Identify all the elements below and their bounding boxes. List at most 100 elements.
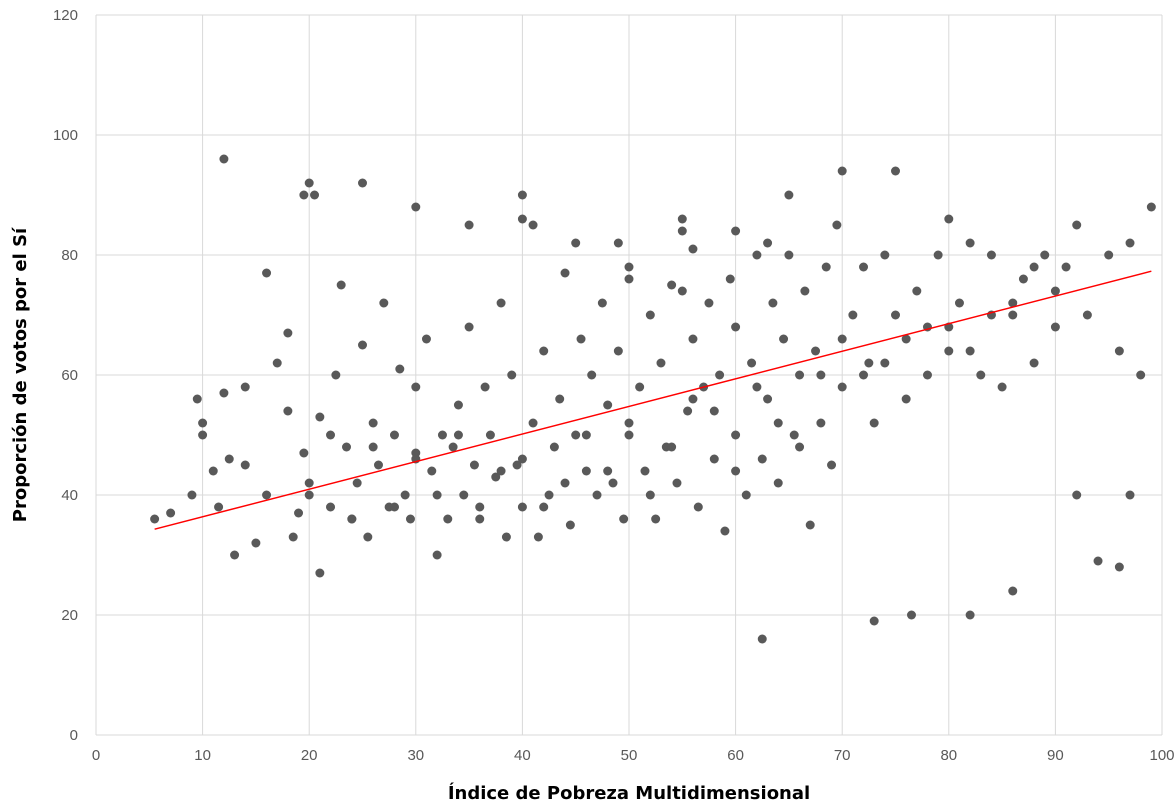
data-points: [150, 154, 1156, 644]
data-point: [816, 418, 826, 428]
data-point: [613, 346, 623, 356]
data-point: [1104, 250, 1114, 260]
data-point: [640, 466, 650, 476]
data-point: [731, 226, 741, 236]
data-point: [731, 466, 741, 476]
data-point: [219, 154, 229, 164]
data-point: [304, 490, 314, 500]
data-point: [720, 526, 730, 536]
data-point: [1072, 220, 1082, 230]
x-tick-label: 80: [940, 747, 957, 764]
data-point: [837, 382, 847, 392]
data-point: [539, 346, 549, 356]
data-point: [880, 358, 890, 368]
data-point: [571, 238, 581, 248]
data-point: [389, 502, 399, 512]
data-point: [464, 220, 474, 230]
data-point: [294, 508, 304, 518]
data-point: [1093, 556, 1103, 566]
data-point: [555, 394, 565, 404]
data-point: [656, 358, 666, 368]
data-point: [453, 430, 463, 440]
data-point: [496, 298, 506, 308]
data-point: [859, 262, 869, 272]
data-point: [1082, 310, 1092, 320]
data-point: [331, 370, 341, 380]
x-tick-label: 60: [727, 747, 744, 764]
data-point: [752, 382, 762, 392]
data-point: [1008, 298, 1018, 308]
data-point: [315, 412, 325, 422]
data-point: [544, 490, 554, 500]
data-point: [997, 382, 1007, 392]
data-point: [624, 274, 634, 284]
data-point: [405, 514, 415, 524]
data-point: [251, 538, 261, 548]
data-point: [1114, 562, 1124, 572]
data-point: [475, 502, 485, 512]
data-point: [645, 490, 655, 500]
data-point: [1029, 262, 1039, 272]
y-tick-label: 100: [53, 127, 78, 144]
data-point: [469, 460, 479, 470]
trendline-layer: [154, 270, 1152, 530]
data-point: [944, 346, 954, 356]
data-point: [805, 520, 815, 530]
data-point: [421, 334, 431, 344]
data-point: [954, 298, 964, 308]
data-point: [693, 502, 703, 512]
data-point: [304, 478, 314, 488]
data-point: [677, 286, 687, 296]
data-point: [576, 334, 586, 344]
data-point: [1029, 358, 1039, 368]
data-point: [827, 460, 837, 470]
data-point: [667, 442, 677, 452]
data-point: [816, 370, 826, 380]
data-point: [709, 454, 719, 464]
data-point: [437, 430, 447, 440]
data-point: [485, 430, 495, 440]
data-point: [624, 430, 634, 440]
x-tick-label: 0: [92, 747, 100, 764]
data-point: [464, 322, 474, 332]
data-point: [432, 550, 442, 560]
data-point: [166, 508, 176, 518]
data-point: [363, 532, 373, 542]
data-point: [976, 370, 986, 380]
data-point: [965, 238, 975, 248]
trendline: [154, 270, 1152, 530]
data-point: [677, 214, 687, 224]
data-point: [219, 388, 229, 398]
data-point: [773, 478, 783, 488]
data-point: [432, 490, 442, 500]
data-point: [624, 418, 634, 428]
data-point: [1146, 202, 1156, 212]
x-tick-label: 70: [834, 747, 851, 764]
data-point: [731, 430, 741, 440]
data-point: [517, 502, 527, 512]
data-point: [763, 394, 773, 404]
data-point: [230, 550, 240, 560]
data-point: [395, 364, 405, 374]
data-point: [517, 454, 527, 464]
data-point: [773, 418, 783, 428]
data-point: [571, 430, 581, 440]
data-point: [752, 250, 762, 260]
data-point: [560, 478, 570, 488]
data-point: [880, 250, 890, 260]
data-point: [326, 502, 336, 512]
data-point: [539, 502, 549, 512]
data-point: [688, 334, 698, 344]
data-point: [763, 238, 773, 248]
data-point: [453, 400, 463, 410]
data-point: [901, 334, 911, 344]
y-tick-label: 120: [53, 7, 78, 24]
data-point: [443, 514, 453, 524]
data-point: [635, 382, 645, 392]
data-point: [933, 250, 943, 260]
data-point: [688, 394, 698, 404]
data-point: [747, 358, 757, 368]
x-tick-label: 90: [1047, 747, 1064, 764]
data-point: [373, 460, 383, 470]
